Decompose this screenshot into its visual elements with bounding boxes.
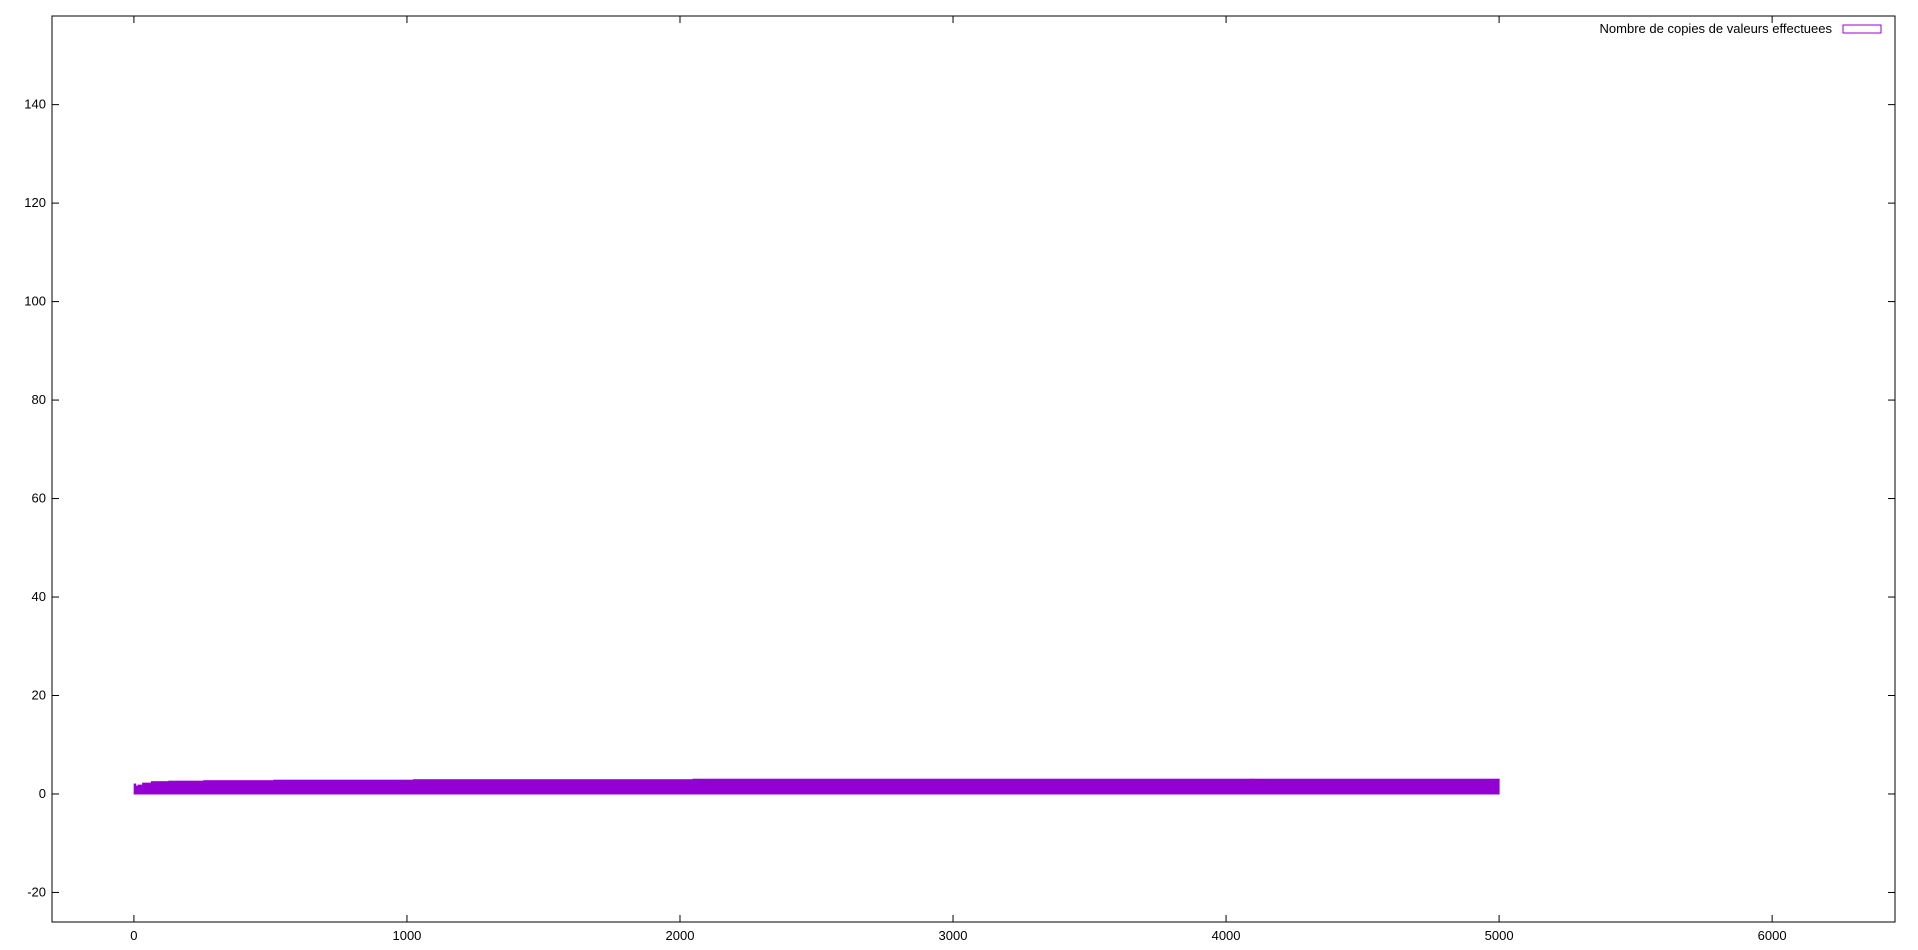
x-tick-label: 1000 <box>392 928 421 943</box>
area-step <box>692 778 1253 795</box>
x-tick-label: 6000 <box>1758 928 1787 943</box>
y-tick-label: 0 <box>39 786 46 801</box>
legend-label: Nombre de copies de valeurs effectuees <box>1600 21 1833 36</box>
area-step <box>413 779 694 795</box>
y-tick-label: 40 <box>32 589 46 604</box>
x-axis-ticks: 0 1000 2000 3000 4000 5000 6000 <box>130 16 1787 943</box>
y-axis-ticks: -20 0 20 40 60 80 100 120 140 <box>24 97 1895 899</box>
y-tick-label: 80 <box>32 392 46 407</box>
plot-series <box>133 778 1500 795</box>
x-tick-label: 3000 <box>939 928 968 943</box>
y-tick-label: -20 <box>27 884 46 899</box>
plot-frame <box>51 15 1896 923</box>
y-tick-label: 100 <box>24 294 46 309</box>
area-step <box>1251 778 1500 795</box>
x-tick-label: 5000 <box>1485 928 1514 943</box>
area-step <box>142 782 152 795</box>
area-step <box>203 780 275 795</box>
legend-swatch <box>1842 24 1882 34</box>
area-step <box>168 780 205 795</box>
x-tick-label: 2000 <box>666 928 695 943</box>
x-tick-label: 4000 <box>1212 928 1241 943</box>
legend: Nombre de copies de valeurs effectuees <box>1600 21 1882 36</box>
area-step <box>150 781 170 795</box>
y-tick-label: 20 <box>32 688 46 703</box>
x-tick-label: 0 <box>130 928 137 943</box>
area-step <box>137 784 144 795</box>
area-step <box>273 779 415 795</box>
y-tick-label: 140 <box>24 97 46 112</box>
y-tick-label: 120 <box>24 195 46 210</box>
y-tick-label: 60 <box>32 491 46 506</box>
